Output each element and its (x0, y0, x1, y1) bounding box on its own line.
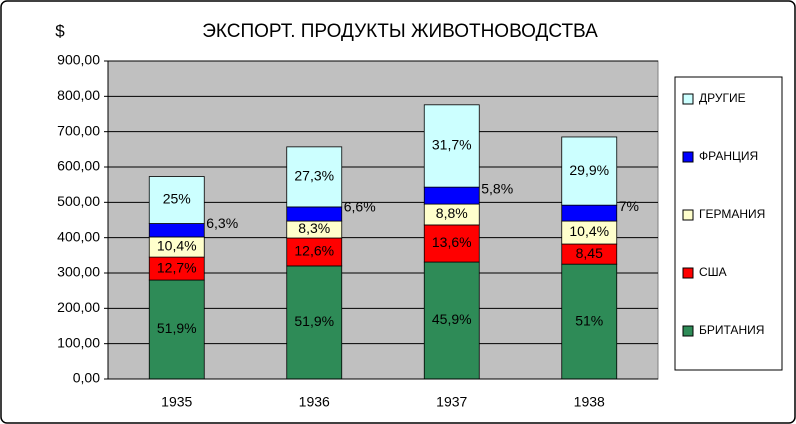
legend-box (674, 76, 783, 371)
y-tick-label: 500,00 (57, 193, 100, 209)
bar-segment (286, 237, 343, 267)
bar-segment (286, 146, 343, 208)
x-tick-label: 1936 (299, 394, 330, 410)
y-tick-label: 0,00 (73, 370, 100, 386)
data-label: 25% (163, 191, 191, 207)
data-label: 51,9% (157, 320, 197, 336)
y-tick-label: 700,00 (57, 122, 100, 138)
y-tick-label: 300,00 (57, 264, 100, 280)
legend-swatch (682, 267, 694, 279)
data-label: 10,4% (157, 238, 197, 254)
data-label: 13,6% (432, 234, 472, 250)
y-tick-label: 100,00 (57, 334, 100, 350)
data-label: 8,8% (436, 205, 468, 221)
legend-label: ГЕРМАНИЯ (699, 207, 765, 221)
bar-segment (423, 224, 480, 263)
bar-segment (148, 176, 205, 224)
data-label: 12,6% (294, 243, 334, 259)
y-tick-label: 800,00 (57, 87, 100, 103)
legend-swatch (682, 151, 694, 163)
y-axis-label: $ (55, 21, 65, 40)
bar-segment (148, 223, 205, 238)
bar-segment (286, 206, 343, 222)
legend-label: ФРАНЦИЯ (699, 149, 758, 163)
data-label: 51% (575, 312, 603, 328)
legend-swatch (682, 93, 694, 105)
bar-segment (561, 136, 618, 206)
y-tick-label: 200,00 (57, 299, 100, 315)
bar-segment (423, 186, 480, 205)
bar-segment (148, 279, 205, 380)
data-label: 6,3% (206, 215, 238, 231)
x-tick-label: 1938 (574, 394, 605, 410)
data-label: 51,9% (294, 313, 334, 329)
y-tick-label: 900,00 (57, 52, 100, 68)
data-label: 5,8% (481, 180, 513, 196)
data-label: 6,6% (344, 199, 376, 215)
legend-label: БРИТАНИЯ (699, 323, 764, 337)
data-label: 27,3% (294, 168, 334, 184)
data-label: 7% (619, 198, 639, 214)
legend-swatch (682, 325, 694, 337)
legend-swatch (682, 209, 694, 221)
data-label: 10,4% (569, 223, 609, 239)
data-label: 29,9% (569, 162, 609, 178)
data-label: 31,7% (432, 137, 472, 153)
legend-label: ДРУГИЕ (699, 91, 746, 105)
x-tick-label: 1937 (436, 394, 467, 410)
bar-segment (423, 104, 480, 188)
bar-segment (561, 263, 618, 380)
x-tick-label: 1935 (161, 394, 192, 410)
y-tick-label: 600,00 (57, 158, 100, 174)
data-label: 8,3% (298, 220, 330, 236)
data-label: 12,7% (157, 259, 197, 275)
y-tick-label: 400,00 (57, 228, 100, 244)
chart-title: ЭКСПОРТ. ПРОДУКТЫ ЖИВОТНОВОДСТВА (202, 21, 598, 42)
bar-segment (561, 204, 618, 222)
data-label: 45,9% (432, 311, 472, 327)
legend-label: США (699, 265, 727, 279)
data-label: 8,45 (576, 245, 603, 261)
bar-segment (423, 261, 480, 380)
